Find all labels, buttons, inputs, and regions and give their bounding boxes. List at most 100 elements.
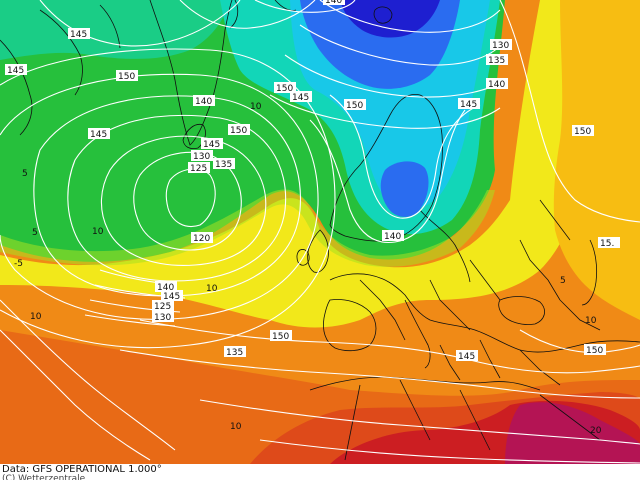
baltic-coast	[419, 209, 471, 283]
contour-label-box	[201, 138, 223, 149]
country-border	[439, 344, 461, 381]
contour-label-box	[598, 237, 620, 248]
contour-label-box	[213, 158, 235, 169]
contour-label: 15.	[600, 239, 614, 249]
contour-label-box	[191, 232, 213, 243]
contour-label: 145	[70, 30, 87, 40]
isoline-north-140b	[284, 54, 506, 98]
contour-label-box	[572, 125, 594, 136]
contour-label-box	[274, 82, 296, 93]
country-border	[539, 199, 571, 241]
country-border	[459, 389, 491, 451]
country-border	[429, 279, 471, 331]
contour-label-box	[270, 330, 292, 341]
contour-label: 145	[460, 100, 477, 110]
contour-label: 140	[195, 97, 212, 107]
contour-label: 140	[488, 80, 505, 90]
contour-label: 145	[203, 140, 220, 150]
contour-label: 150	[230, 126, 247, 136]
contour-label-box	[456, 350, 478, 361]
canada-coast	[39, 9, 83, 96]
black-sea-coast	[498, 296, 545, 325]
isoline-south-145	[139, 319, 640, 374]
isoline-south-150	[119, 349, 640, 399]
contour-label: 140	[384, 232, 401, 242]
contour-label: 5	[22, 169, 28, 179]
italy-coast	[404, 299, 431, 369]
contour-label-box	[224, 346, 246, 357]
isoline-scandinavia-150	[309, 109, 466, 244]
contour-label: 145	[458, 352, 475, 362]
contour-label-box	[486, 78, 508, 89]
contour-label-box	[382, 230, 404, 241]
contour-label: 10	[92, 227, 104, 237]
temperature-band-very-cold	[340, 0, 440, 38]
contour-label-box	[88, 128, 110, 139]
isoline-north-130	[319, 0, 501, 33]
contour-label: 20	[590, 426, 602, 436]
country-border	[399, 379, 431, 441]
contour-label: 10	[250, 102, 262, 112]
contour-label: 135	[215, 160, 232, 170]
temperature-band-yellow-green	[0, 189, 495, 267]
contour-label: 145	[90, 130, 107, 140]
contour-labels: 1451501401351301251201451401301351401451…	[5, 0, 620, 436]
contour-label: 10	[30, 312, 42, 322]
caspian-coast	[581, 239, 598, 306]
contour-label-box	[193, 95, 215, 106]
isoline-east-150	[499, 0, 640, 223]
data-source-text: Data: GFS OPERATIONAL 1.000°	[2, 464, 162, 475]
country-border	[469, 259, 501, 301]
contour-label-box	[188, 162, 210, 173]
isoline-atlantic-140	[84, 314, 176, 327]
contour-label-box	[155, 281, 177, 292]
contour-label-box	[68, 28, 90, 39]
contour-label-box	[344, 99, 366, 110]
contour-label: 130	[492, 41, 509, 51]
isoline-north-135b	[299, 24, 506, 66]
country-border	[559, 299, 601, 331]
isoline-south-160	[259, 439, 640, 464]
copyright-text: (C) Wetterzentrale	[2, 474, 86, 480]
contour-label-box	[152, 311, 174, 322]
country-border	[479, 339, 501, 379]
contour-label: 135	[226, 348, 243, 358]
temperature-field-map: 1451501401351301251201451401301351401451…	[0, 0, 640, 464]
contour-label: 145	[292, 93, 309, 103]
isoline-130	[100, 135, 267, 266]
contour-label: 150	[574, 127, 591, 137]
contour-label: 150	[118, 72, 135, 82]
temperature-band-arctic	[0, 0, 230, 60]
contour-label: 145	[7, 66, 24, 76]
temperature-band-cold-cell	[380, 161, 429, 217]
isoline-west-drop2	[0, 329, 151, 461]
isoline-scandinavia-145	[329, 94, 481, 219]
greenland-coast	[149, 0, 233, 146]
contour-label: 5	[560, 276, 566, 286]
europe-coast	[329, 273, 640, 353]
contour-label-box	[191, 150, 213, 161]
temperature-band-magenta	[505, 402, 640, 464]
contour-label-box	[228, 124, 250, 135]
contour-label-box	[584, 344, 606, 355]
iberia-coast	[323, 299, 377, 352]
country-border	[519, 349, 561, 386]
country-border	[539, 394, 601, 441]
contour-label: 150	[586, 346, 603, 356]
country-border	[344, 384, 361, 461]
scandinavia-coast	[329, 93, 443, 242]
contour-label-box	[152, 300, 174, 311]
contour-label: 5	[32, 228, 38, 238]
canada-coast	[0, 39, 33, 136]
contour-label: 130	[193, 152, 210, 162]
contour-label-box	[5, 64, 27, 75]
iceland-coast	[182, 123, 206, 149]
contour-label: 125	[154, 302, 171, 312]
contour-label: 125	[190, 164, 207, 174]
temperature-band-yellow	[0, 0, 640, 328]
contour-label: -5	[14, 259, 23, 269]
contour-label: 140	[325, 0, 342, 6]
contour-label: 10	[206, 284, 218, 294]
isoline-135	[67, 114, 287, 282]
